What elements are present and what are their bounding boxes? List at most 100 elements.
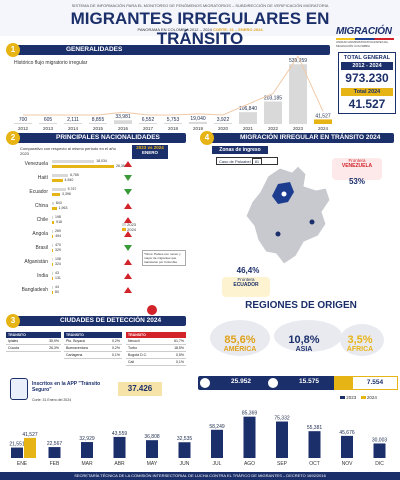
regiones-title: REGIONES DE ORIGEN	[245, 300, 357, 311]
nat-bar-2024	[52, 249, 53, 252]
section-ciudades-title: CIUDADES DE DETECCIÓN 2024	[60, 317, 162, 324]
page-title: MIGRANTES IRREGULARES EN TRÁNSITO	[70, 9, 330, 48]
hist-year-label: 2020	[218, 126, 229, 130]
nat-value-2024: 918	[56, 220, 62, 224]
month-value-2023: 45,676	[339, 430, 355, 436]
corte-note: Corte: 31 Enero del 2024	[32, 398, 72, 402]
city-name: Cartagena	[66, 353, 83, 357]
city-pct: 18,5%	[174, 346, 184, 350]
legend-swatch-2023	[340, 396, 345, 399]
person-icon	[268, 378, 278, 388]
city-name: Cúcuta	[8, 346, 20, 350]
ecuador-label: Frontera	[237, 277, 255, 282]
nat-legend: 2023 2024	[122, 222, 144, 232]
ecuador-name: ECUADOR	[233, 282, 259, 288]
city-name: Necoclí	[128, 339, 140, 343]
hist-bar	[39, 123, 57, 124]
month-value-2023: 36,808	[144, 434, 160, 440]
nat-value-2023: 198	[55, 215, 61, 219]
nat-bar-2024	[52, 221, 55, 224]
nat-bar-2024	[52, 235, 54, 238]
ciudades-table-2-head: TRÁNSITO	[64, 332, 122, 338]
hist-value-label: 8,855	[92, 117, 105, 123]
month-value-2024: 41,527	[22, 432, 38, 438]
legend-2023-text: 2023	[127, 222, 137, 227]
header	[0, 0, 400, 36]
ecuador-badge: Frontera ECUADOR	[222, 277, 270, 297]
hist-bar	[189, 121, 207, 124]
nat-bar-2023	[52, 160, 95, 163]
nat-bar-2023	[52, 286, 53, 289]
month-label: MAR	[81, 461, 93, 467]
legend-2023-monthly: 2023	[346, 395, 357, 400]
nat-bar-2024	[52, 291, 53, 294]
table-row: Ipiales 35,9%	[6, 338, 61, 345]
hist-year-label: 2012	[18, 126, 29, 130]
nat-bar-2023	[52, 244, 54, 247]
nat-value-2024: 131	[55, 276, 61, 280]
logo-flag-bar	[336, 38, 394, 40]
nat-bar-2024	[52, 277, 53, 280]
nat-name: Ecuador	[29, 189, 48, 195]
table-row: Turbo 18,5%	[126, 345, 186, 352]
nat-bar-2024	[52, 263, 53, 266]
month-bar-2023	[243, 416, 256, 458]
city-pct: 0,2%	[112, 339, 120, 343]
nat-bar-2023	[52, 230, 53, 233]
hist-label: Histórico flujo migratorio irregular	[14, 60, 88, 66]
month-value-2023: 30,003	[372, 437, 388, 443]
hist-bar	[64, 123, 82, 124]
ciudades-table-1: TRÁNSITO Ipiales 35,9% Cúcuta 26,3%	[6, 332, 61, 352]
africa-shape	[340, 324, 384, 356]
logo-text: MIGRACIÓN	[336, 26, 392, 37]
total-general-label: TOTAL GENERAL	[343, 55, 391, 61]
hist-bar	[239, 112, 257, 124]
nat-value-2024: 329	[55, 248, 61, 252]
city-pct: 0,5%	[176, 353, 184, 357]
nat-name: India	[37, 273, 48, 279]
month-bar-2023	[48, 447, 61, 458]
month-label: NOV	[342, 461, 354, 467]
hist-year-label: 2019	[193, 126, 204, 130]
city-name: Buenaventura	[66, 346, 88, 350]
month-label: AGO	[244, 461, 255, 467]
map-marker	[281, 191, 287, 197]
hist-bar	[114, 120, 132, 124]
map-marker	[275, 231, 281, 237]
hist-value-label: 605	[44, 117, 53, 123]
month-bar-2023	[113, 436, 126, 458]
month-label: SEP	[277, 461, 288, 467]
hist-bar	[289, 64, 307, 124]
hist-year-label: 2015	[93, 126, 104, 130]
city-name: Cali	[128, 360, 135, 364]
hist-bar	[264, 101, 282, 124]
hist-year-label: 2022	[268, 126, 279, 130]
trend-down-icon	[124, 189, 132, 195]
legend-2024: 2024	[122, 227, 144, 232]
casos-box: Caso de Paloabel 81	[216, 157, 278, 165]
table-row: Buenaventura 0,2%	[64, 345, 122, 352]
otros-note: *Otros: Países con menor y mayor de migr…	[142, 250, 186, 266]
city-name: Bogotá D.C.	[128, 353, 148, 357]
trend-down-icon	[124, 245, 132, 251]
asia-shape	[274, 320, 342, 352]
city-name: Pto. Boyacá	[66, 339, 85, 343]
month-label: ABR	[114, 461, 125, 467]
city-pct: 61,7%	[174, 339, 184, 343]
nat-value-2024: 26,398	[116, 164, 127, 168]
month-bar-2023	[341, 435, 353, 458]
city-pct: 26,3%	[49, 346, 59, 350]
month-value-2023: 58,249	[209, 424, 225, 430]
nat-name: Angola	[32, 231, 48, 237]
historic-bar-chart: 700 2012 605 2013 2,111 2014 8,855 2015 33,981 20…	[14, 55, 332, 130]
nat-name: Afganistán	[24, 259, 48, 265]
section-ciudades-bar: CIUDADES DE DETECCIÓN 2024	[10, 316, 186, 326]
venezuela-pct: 53%	[348, 177, 365, 186]
hist-value-label: 41,527	[315, 113, 331, 119]
alert-icon	[147, 305, 157, 315]
city-pct: 0,2%	[112, 346, 120, 350]
city-name: Turbo	[128, 346, 138, 350]
month-label: OCT	[309, 461, 320, 467]
nat-value-2023: 43	[55, 271, 59, 275]
nat-bar-2023	[52, 202, 54, 205]
